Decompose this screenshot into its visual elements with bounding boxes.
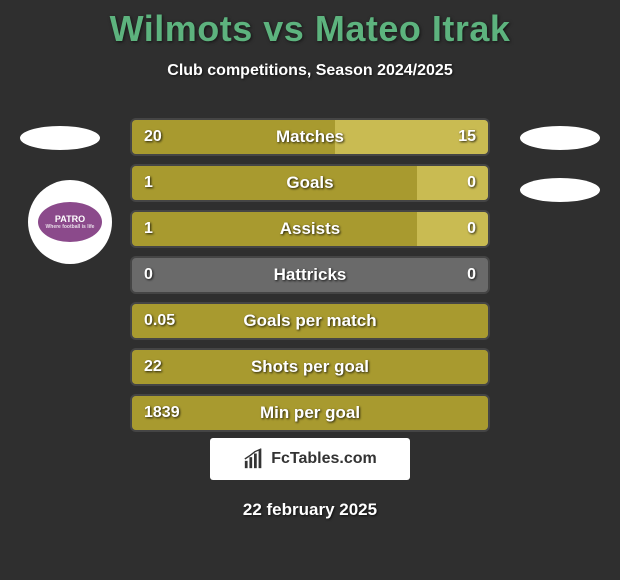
chart-icon [243,448,265,470]
stat-row: Goals per match0.05 [130,302,490,340]
stat-row: Goals10 [130,164,490,202]
stat-row: Assists10 [130,210,490,248]
watermark-text: FcTables.com [271,450,377,468]
player-right-flag-icon [520,126,600,150]
stat-bar-right [417,166,488,200]
stat-bar-right [335,120,488,154]
stat-row: Shots per goal22 [130,348,490,386]
club-badge-subtext: Where football is life [46,224,95,230]
club-badge-text: PATRO [55,214,85,224]
player-left-club-badge: PATRO Where football is life [28,180,112,264]
subtitle: Club competitions, Season 2024/2025 [0,62,620,80]
stat-bar-right [417,212,488,246]
stat-label: Hattricks [132,265,488,285]
stat-bar-left [132,120,335,154]
stat-value-right: 0 [467,266,476,284]
stat-bar-left [132,396,488,430]
player-right-club-icon [520,178,600,202]
stat-row: Hattricks0 0 [130,256,490,294]
player-left-flag-icon [20,126,100,150]
stat-bar-left [132,212,417,246]
stat-value-left: 0 [144,266,153,284]
stat-bars-container: Matches2015 Goals10 Assists10 Hattricks0 0 Go… [130,118,490,440]
page-title: Wilmots vs Mateo Itrak [0,0,620,50]
stat-bar-left [132,166,417,200]
stat-row: Min per goal1839 [130,394,490,432]
stat-bar-left [132,350,488,384]
watermark-badge: FcTables.com [210,438,410,480]
date-text: 22 february 2025 [0,500,620,520]
stat-bar-left [132,304,488,338]
stat-row: Matches2015 [130,118,490,156]
